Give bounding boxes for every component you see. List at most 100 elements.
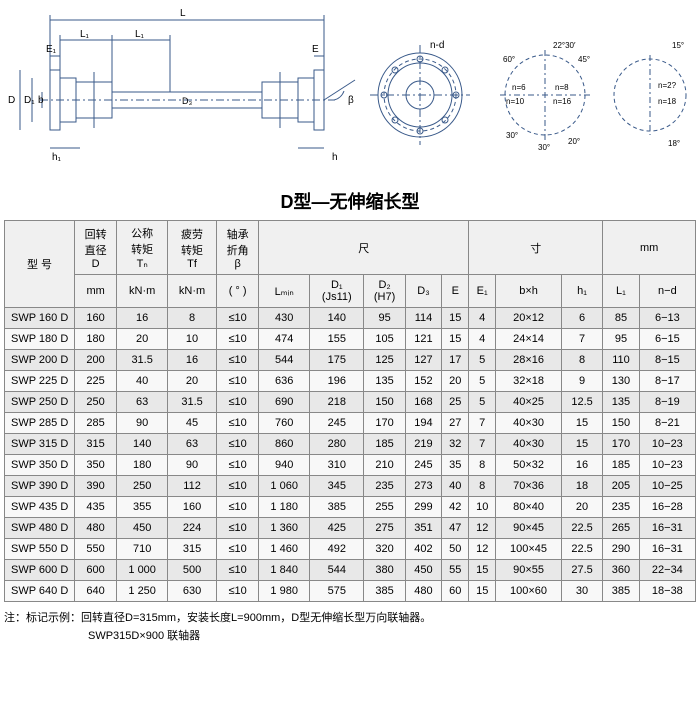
cell-m: SWP 350 D [5,455,75,476]
cell-D3: 299 [405,497,442,518]
cell-E: 15 [442,308,469,329]
th-D3: D₃ [405,275,442,308]
lbl-D3: D₃ [182,96,192,106]
cell-b: ≤10 [217,497,259,518]
cell-Lmin: 860 [259,434,310,455]
cell-D3: 402 [405,539,442,560]
cell-D2: 185 [364,434,405,455]
cell-h1: 9 [561,371,602,392]
cell-m: SWP 285 D [5,413,75,434]
cell-E: 25 [442,392,469,413]
cell-D: 315 [75,434,117,455]
cell-Lmin: 636 [259,371,310,392]
table-row: SWP 250 D2506331.5≤1069021815016825540×2… [5,392,696,413]
cell-D3: 127 [405,350,442,371]
cell-nd: 16−28 [639,497,695,518]
cell-E1: 10 [469,497,496,518]
cell-m: SWP 250 D [5,392,75,413]
th-Tn: 公称 转矩 Tₙ [117,221,168,275]
cell-bxh: 24×14 [496,329,562,350]
cell-Tn: 710 [117,539,168,560]
cell-L1: 170 [603,434,640,455]
table-row: SWP 200 D20031.516≤1054417512512717528×1… [5,350,696,371]
cell-b: ≤10 [217,434,259,455]
cell-E1: 7 [469,413,496,434]
cell-h1: 15 [561,434,602,455]
cell-b: ≤10 [217,560,259,581]
cell-E: 60 [442,581,469,602]
cell-h1: 22.5 [561,539,602,560]
drawing-svg: L L₁ L₁ E₁ E D D₁ b h₁ h β D₃ n-d 22°30′… [0,0,700,180]
th-E1: E₁ [469,275,496,308]
th-model: 型 号 [5,221,75,308]
cell-Lmin: 430 [259,308,310,329]
th-Tf: 疲劳 转矩 Tf [168,221,217,275]
cell-Lmin: 940 [259,455,310,476]
cell-Tf: 224 [168,518,217,539]
cell-D3: 480 [405,581,442,602]
table-row: SWP 435 D435355160≤101 18038525529942108… [5,497,696,518]
lbl-30b: 30° [538,143,550,152]
lbl-18: 18° [668,139,680,148]
note-line1: 注：标记示例：回转直径D=315mm，安装长度L=900mm，D型无伸缩长型万向… [4,610,696,628]
lbl-beta: β [348,95,354,106]
lbl-E1: E₁ [46,44,57,55]
lbl-n18: n=18 [658,97,677,106]
cell-h1: 6 [561,308,602,329]
table-row: SWP 285 D2859045≤1076024517019427740×301… [5,413,696,434]
th-bxh: b×h [496,275,562,308]
cell-E: 42 [442,497,469,518]
cell-nd: 10−23 [639,455,695,476]
cell-E: 40 [442,476,469,497]
lbl-15: 15° [672,41,684,50]
cell-Lmin: 1 840 [259,560,310,581]
cell-D3: 168 [405,392,442,413]
cell-D3: 245 [405,455,442,476]
cell-Lmin: 1 360 [259,518,310,539]
cell-h1: 15 [561,413,602,434]
cell-h1: 22.5 [561,518,602,539]
cell-L1: 235 [603,497,640,518]
cell-D2: 150 [364,392,405,413]
cell-Tn: 31.5 [117,350,168,371]
cell-bxh: 32×18 [496,371,562,392]
cell-bxh: 50×32 [496,455,562,476]
cell-E1: 5 [469,371,496,392]
cell-D1: 345 [310,476,364,497]
cell-L1: 95 [603,329,640,350]
cell-Lmin: 474 [259,329,310,350]
lbl-h1: h₁ [52,152,62,163]
cell-bxh: 40×30 [496,434,562,455]
cell-nd: 22−34 [639,560,695,581]
cell-bxh: 100×45 [496,539,562,560]
cell-Tn: 450 [117,518,168,539]
cell-D2: 95 [364,308,405,329]
cell-Tf: 90 [168,455,217,476]
cell-Tn: 90 [117,413,168,434]
cell-L1: 185 [603,455,640,476]
table-row: SWP 315 D31514063≤1086028018521932740×30… [5,434,696,455]
cell-D1: 385 [310,497,364,518]
th-Tn-unit: kN·m [117,275,168,308]
cell-nd: 6−15 [639,329,695,350]
cell-D1: 310 [310,455,364,476]
cell-D: 200 [75,350,117,371]
cell-Tn: 250 [117,476,168,497]
cell-D1: 245 [310,413,364,434]
cell-D1: 218 [310,392,364,413]
cell-D1: 544 [310,560,364,581]
cell-m: SWP 550 D [5,539,75,560]
table-body: SWP 160 D160168≤104301409511415420×12685… [5,308,696,602]
cell-L1: 130 [603,371,640,392]
cell-b: ≤10 [217,455,259,476]
lbl-45: 45° [578,55,590,64]
cell-D2: 255 [364,497,405,518]
cell-b: ≤10 [217,476,259,497]
th-D-unit: mm [75,275,117,308]
cell-bxh: 20×12 [496,308,562,329]
lbl-n10: n=10 [506,97,525,106]
cell-Lmin: 1 980 [259,581,310,602]
cell-L1: 360 [603,560,640,581]
cell-D: 390 [75,476,117,497]
cell-D1: 196 [310,371,364,392]
